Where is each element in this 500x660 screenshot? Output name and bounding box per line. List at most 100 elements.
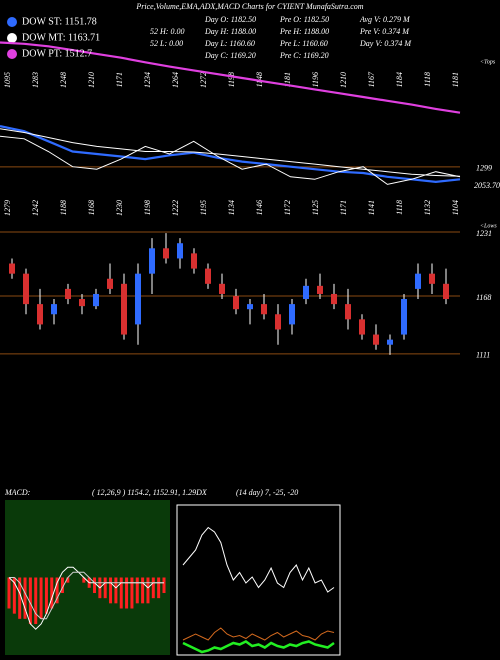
legend-swatch xyxy=(7,17,17,27)
histogram-bar xyxy=(39,577,43,619)
candle-body xyxy=(429,273,435,284)
histogram-bar xyxy=(114,577,118,604)
candle-body xyxy=(373,334,379,345)
histogram-bar xyxy=(135,577,139,604)
candle-body xyxy=(51,304,57,315)
candle-body xyxy=(317,285,323,294)
candle-body xyxy=(219,283,225,294)
candle-body xyxy=(37,304,43,325)
panel-title: MACD: xyxy=(4,488,31,497)
candle-body xyxy=(345,304,351,320)
histogram-bar xyxy=(60,577,64,593)
top-label: 1171 xyxy=(115,72,124,87)
candle-body xyxy=(23,273,29,305)
histogram-bar xyxy=(162,577,166,593)
top-label: 1195 xyxy=(199,200,208,215)
chart-title: Price,Volume,EMA,ADX,MACD Charts for CYI… xyxy=(135,2,363,11)
top-label: 1196 xyxy=(311,72,320,87)
top-label: 1168 xyxy=(87,200,96,215)
series-line xyxy=(0,135,461,185)
candle-body xyxy=(135,273,141,325)
stat: 52 L: 0.00 xyxy=(150,39,183,48)
candle-body xyxy=(107,278,113,289)
legend-swatch xyxy=(7,33,17,43)
top-label: 1171 xyxy=(339,200,348,215)
candle-body xyxy=(289,304,295,325)
top-label: 1234 xyxy=(143,72,152,88)
top-label: 1146 xyxy=(255,200,264,215)
histogram-bar xyxy=(125,577,129,609)
candle-body xyxy=(121,283,127,335)
top-label: 1125 xyxy=(311,200,320,215)
series-line xyxy=(0,125,461,184)
top-label: 1104 xyxy=(451,200,460,215)
candle-body xyxy=(93,293,99,307)
top-label: 1272 xyxy=(199,72,208,88)
histogram-bar xyxy=(119,577,123,609)
top-label: 1283 xyxy=(31,72,40,88)
annotation: <Tops xyxy=(480,59,496,65)
legend-label: DOW MT: 1163.71 xyxy=(22,32,100,43)
candle-body xyxy=(275,314,281,330)
annotation: <Lows xyxy=(480,223,497,229)
candle-body xyxy=(303,285,309,300)
stat: Day L: 1160.60 xyxy=(204,39,255,48)
histogram-bar xyxy=(7,577,11,609)
histogram-bar xyxy=(82,577,86,583)
annotation: 2053.70 xyxy=(474,181,500,190)
candle-body xyxy=(163,248,169,259)
stat: 52 H: 0.00 xyxy=(150,27,184,36)
stat: Day H: 1188.00 xyxy=(204,27,256,36)
top-label: 1248 xyxy=(59,72,68,88)
panel xyxy=(176,504,341,656)
stat: Pre L: 1160.60 xyxy=(279,39,328,48)
candle-body xyxy=(331,293,337,305)
top-label: 1264 xyxy=(171,72,180,88)
histogram-bar xyxy=(28,577,32,624)
top-label: 1242 xyxy=(31,200,40,216)
top-label: 1188 xyxy=(59,200,68,215)
stat: Pre O: 1182.50 xyxy=(279,15,329,24)
histogram-bar xyxy=(109,577,113,604)
stat: Pre H: 1188.00 xyxy=(279,27,329,36)
top-label: 1172 xyxy=(283,200,292,215)
candle-body xyxy=(261,304,267,315)
candle-body xyxy=(65,288,71,300)
panel-subtitle: ( 12,26,9 ) 1154.2, 1152.91, 1.29DX xyxy=(92,488,208,497)
histogram-bar xyxy=(18,577,22,619)
histogram-bar xyxy=(34,577,38,624)
top-label: 1230 xyxy=(115,200,124,216)
top-label: 1181 xyxy=(451,72,460,87)
histogram-bar xyxy=(146,577,150,604)
series-line xyxy=(0,128,461,177)
histogram-bar xyxy=(130,577,134,609)
candle-body xyxy=(191,253,197,269)
top-label: 1184 xyxy=(395,72,404,87)
histogram-bar xyxy=(103,577,107,599)
legend-label: DOW ST: 1151.78 xyxy=(22,16,97,27)
y-tick-label: 1299 xyxy=(476,164,492,173)
stat: Day C: 1169.20 xyxy=(204,51,256,60)
top-label: 1279 xyxy=(3,200,12,216)
y-tick-label: 1231 xyxy=(476,229,492,238)
top-label: 1167 xyxy=(367,71,376,87)
series-line xyxy=(0,41,461,114)
stat: Day O: 1182.50 xyxy=(204,15,256,24)
top-label: 1181 xyxy=(283,72,292,87)
legend-label: DOW PT: 1512.7 xyxy=(22,48,92,59)
stat: Avg V: 0.279 M xyxy=(359,15,411,24)
top-label: 1132 xyxy=(423,200,432,215)
candle-body xyxy=(415,273,421,289)
top-label: 1095 xyxy=(3,72,12,88)
macd-line xyxy=(9,571,164,620)
panel-title: (14 day) 7, -25, -20 xyxy=(236,488,298,497)
top-label: 1198 xyxy=(143,200,152,215)
candle-body xyxy=(149,248,155,274)
candle-body xyxy=(79,299,85,307)
top-label: 1118 xyxy=(395,200,404,215)
candle-body xyxy=(401,299,407,335)
candle-body xyxy=(247,304,253,310)
histogram-bar xyxy=(157,577,161,599)
histogram-bar xyxy=(55,577,59,604)
